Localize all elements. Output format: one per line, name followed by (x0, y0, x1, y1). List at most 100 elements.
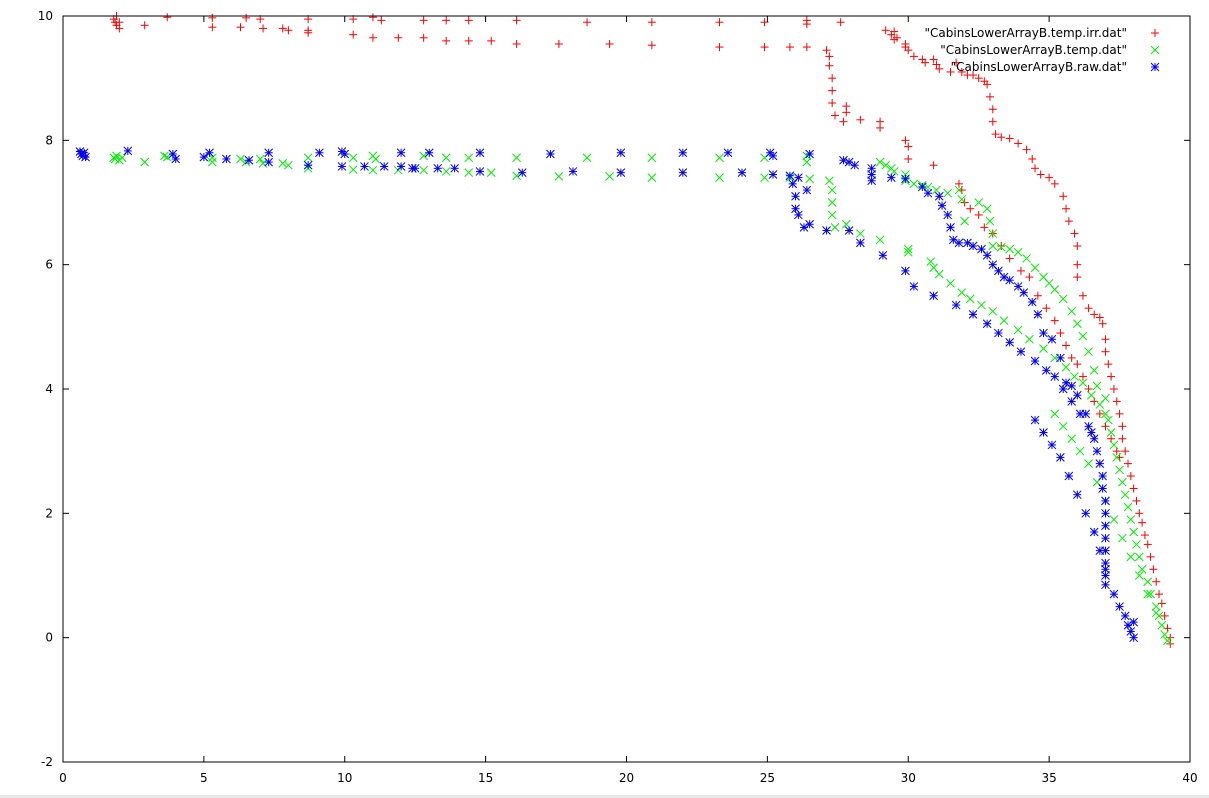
data-point (1089, 527, 1099, 537)
data-point (1143, 540, 1152, 549)
data-point (171, 154, 181, 164)
data-point (982, 319, 992, 329)
data-point (929, 55, 938, 64)
data-point (1143, 589, 1153, 599)
data-point (1095, 459, 1105, 468)
data-point (487, 36, 496, 45)
data-point (904, 154, 913, 163)
series-1 (109, 12, 1175, 648)
data-point (117, 153, 127, 163)
data-point (475, 167, 485, 176)
data-point (255, 154, 265, 164)
data-point (827, 185, 837, 195)
data-point (605, 39, 614, 48)
data-point (982, 250, 992, 260)
data-point (1041, 365, 1051, 375)
data-point (1030, 263, 1040, 273)
data-point (1095, 409, 1104, 418)
data-point (974, 210, 983, 219)
data-point (825, 52, 834, 61)
data-point (974, 198, 984, 207)
data-point (315, 148, 324, 158)
data-point (760, 18, 769, 27)
data-point (1078, 291, 1087, 300)
data-point (1022, 254, 1031, 263)
data-point (1151, 608, 1161, 618)
data-point (1072, 390, 1082, 400)
data-point (1101, 409, 1110, 419)
data-point (1027, 297, 1037, 307)
x-tick-label: 30 (901, 771, 916, 785)
y-tick-label: 0 (45, 631, 53, 645)
data-point (1062, 341, 1071, 350)
data-point (974, 74, 983, 83)
data-point (419, 33, 428, 42)
data-point (1095, 313, 1104, 322)
data-point (1089, 434, 1099, 444)
data-point (988, 117, 997, 126)
data-point (442, 36, 451, 45)
data-point (887, 30, 896, 39)
data-point (825, 176, 834, 186)
data-point (1160, 630, 1169, 639)
data-point (1152, 577, 1161, 586)
data-point (904, 46, 913, 55)
data-point (996, 242, 1006, 252)
data-point (208, 23, 217, 32)
data-point (867, 163, 876, 173)
data-point (892, 33, 901, 42)
data-point (410, 163, 420, 173)
data-point (1067, 434, 1077, 444)
data-point (805, 149, 814, 159)
data-point (236, 154, 245, 164)
data-point (278, 24, 287, 33)
data-point (1129, 633, 1139, 643)
data-point (855, 238, 865, 248)
data-point (678, 148, 688, 158)
data-point (1101, 347, 1110, 356)
data-point (1140, 531, 1149, 540)
data-point (980, 223, 989, 232)
data-point (1146, 589, 1155, 599)
data-point (450, 163, 459, 173)
data-point (943, 188, 953, 198)
y-tick-label: 6 (45, 258, 53, 272)
data-point (1107, 372, 1116, 381)
data-point (929, 161, 938, 170)
data-point (512, 16, 521, 25)
data-point (1047, 440, 1057, 450)
data-point (1101, 580, 1110, 590)
data-point (768, 151, 778, 161)
data-point (1036, 170, 1045, 179)
data-point (1149, 565, 1158, 574)
data-point (1072, 490, 1082, 500)
data-point (1062, 204, 1071, 213)
data-point (1039, 344, 1048, 353)
data-point (794, 210, 803, 220)
x-tick-label: 25 (760, 771, 775, 785)
x-tick-label: 15 (478, 771, 493, 785)
data-point (1092, 381, 1102, 391)
data-point (1092, 446, 1102, 456)
data-point (284, 26, 293, 35)
data-point (1067, 381, 1077, 391)
data-point (394, 33, 403, 42)
data-point (348, 165, 358, 174)
data-point (368, 13, 377, 22)
data-point (1005, 134, 1014, 143)
data-point (901, 266, 910, 276)
data-point (1101, 533, 1110, 543)
data-point (827, 198, 837, 207)
data-point (1089, 365, 1099, 375)
data-point (760, 173, 769, 182)
data-point (901, 136, 910, 145)
data-point (1030, 415, 1040, 425)
data-point (1163, 636, 1172, 646)
data-point (1084, 347, 1093, 357)
data-point (1056, 353, 1065, 363)
data-point (464, 153, 474, 163)
data-point (954, 185, 964, 195)
data-point (1120, 490, 1130, 500)
data-point (901, 170, 910, 179)
data-point (1070, 229, 1079, 238)
